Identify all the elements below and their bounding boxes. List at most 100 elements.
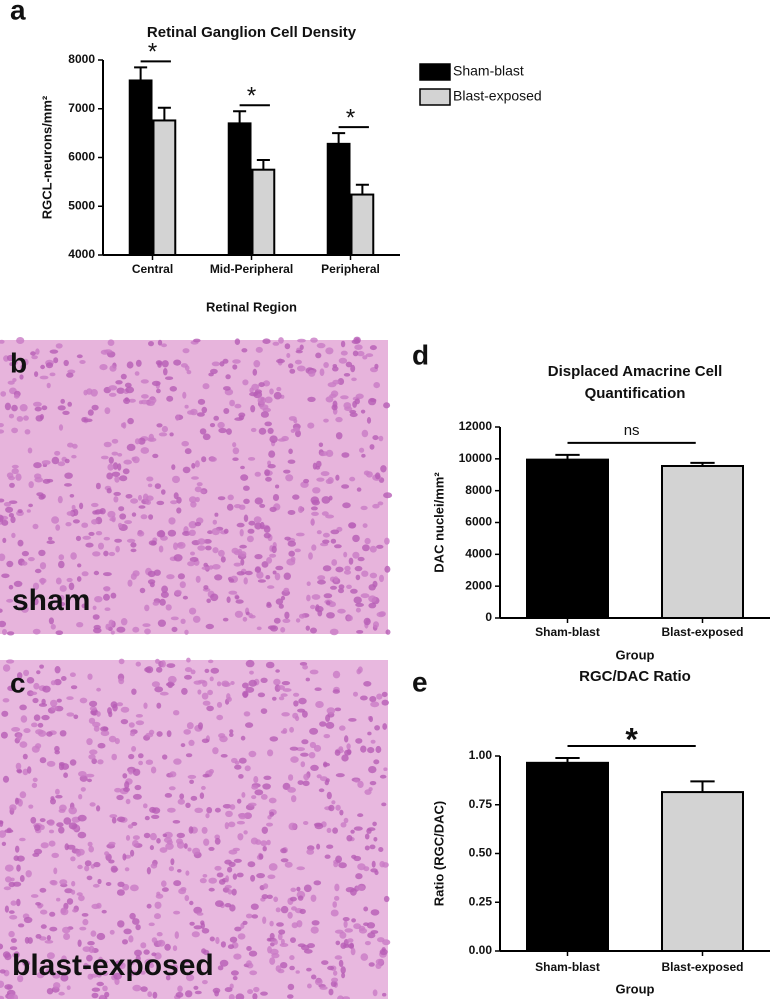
nucleus (241, 348, 248, 353)
nucleus (323, 593, 333, 599)
nucleus (363, 906, 369, 912)
nucleus (232, 364, 238, 370)
nucleus (132, 840, 139, 847)
nucleus (140, 514, 148, 520)
nucleus (374, 725, 380, 731)
nucleus (295, 618, 301, 623)
nucleus (100, 455, 109, 460)
nucleus (216, 701, 223, 708)
nucleus (187, 847, 192, 852)
nucleus (333, 970, 338, 976)
nucleus (87, 941, 95, 946)
nucleus (222, 682, 231, 687)
nucleus (173, 359, 182, 366)
nucleus (11, 404, 18, 412)
nucleus (347, 938, 354, 943)
nucleus (245, 722, 254, 728)
nucleus (49, 372, 56, 377)
nucleus (326, 600, 331, 606)
nucleus (343, 551, 348, 558)
nucleus (237, 833, 244, 841)
nucleus (267, 625, 277, 630)
nucleus (34, 473, 42, 480)
error-bar (332, 132, 346, 144)
nucleus (63, 902, 69, 910)
nucleus (243, 485, 250, 491)
nucleus (128, 960, 135, 965)
nucleus (266, 937, 272, 942)
nucleus (70, 685, 78, 690)
nucleus (32, 523, 39, 530)
nucleus (238, 757, 247, 764)
nucleus (102, 971, 109, 976)
nucleus (58, 808, 66, 813)
nucleus (4, 905, 9, 913)
nucleus (143, 803, 148, 809)
nucleus (93, 861, 101, 868)
nucleus (79, 360, 86, 364)
nucleus (197, 538, 206, 545)
nucleus (280, 905, 289, 914)
nucleus (251, 795, 257, 800)
nucleus (19, 791, 27, 799)
nucleus (111, 817, 117, 824)
nucleus (250, 874, 256, 882)
nucleus (381, 802, 387, 807)
nucleus (90, 389, 98, 397)
nucleus (130, 548, 137, 553)
nucleus (114, 538, 122, 543)
nucleus (109, 929, 115, 935)
nucleus (340, 395, 349, 400)
nucleus (322, 532, 330, 538)
nucleus (182, 595, 188, 600)
nucleus (174, 589, 182, 596)
nucleus (334, 544, 342, 549)
nucleus (300, 752, 309, 757)
nucleus (356, 630, 364, 634)
x-tick-label: Blast-exposed (661, 625, 743, 639)
nucleus (88, 845, 94, 853)
nucleus (130, 498, 139, 504)
nucleus (39, 818, 46, 823)
nucleus (268, 797, 277, 804)
nucleus (346, 584, 352, 589)
nucleus (104, 607, 111, 611)
nucleus (293, 700, 299, 707)
nucleus (234, 610, 243, 618)
nucleus (199, 878, 207, 884)
nucleus (91, 502, 99, 508)
nucleus (278, 603, 284, 609)
nucleus (369, 844, 376, 850)
nucleus (69, 672, 76, 677)
nucleus (289, 896, 297, 902)
nucleus (132, 984, 142, 992)
nucleus (302, 664, 308, 670)
nucleus (154, 913, 161, 920)
nucleus (193, 680, 203, 685)
y-tick-label: 12000 (459, 419, 493, 433)
nucleus (226, 596, 231, 603)
nucleus (126, 443, 136, 451)
nucleus (64, 458, 70, 464)
nucleus (362, 355, 368, 360)
nucleus (208, 887, 215, 892)
nucleus (240, 558, 245, 566)
y-tick-label: 1.00 (469, 748, 493, 762)
nucleus (67, 442, 74, 448)
nucleus (66, 985, 71, 990)
nucleus (108, 456, 114, 464)
nucleus (63, 817, 72, 825)
nucleus (210, 667, 220, 674)
nucleus (166, 663, 176, 668)
nucleus (15, 898, 21, 907)
nucleus (176, 832, 185, 839)
nucleus (19, 837, 26, 842)
nucleus (181, 440, 189, 447)
error-bar (233, 110, 247, 124)
nucleus (297, 895, 304, 901)
nucleus (269, 506, 277, 513)
nucleus (119, 475, 128, 482)
nucleus (108, 392, 117, 397)
nucleus (102, 985, 108, 992)
y-axis-title: Ratio (RGC/DAC) (431, 801, 446, 906)
